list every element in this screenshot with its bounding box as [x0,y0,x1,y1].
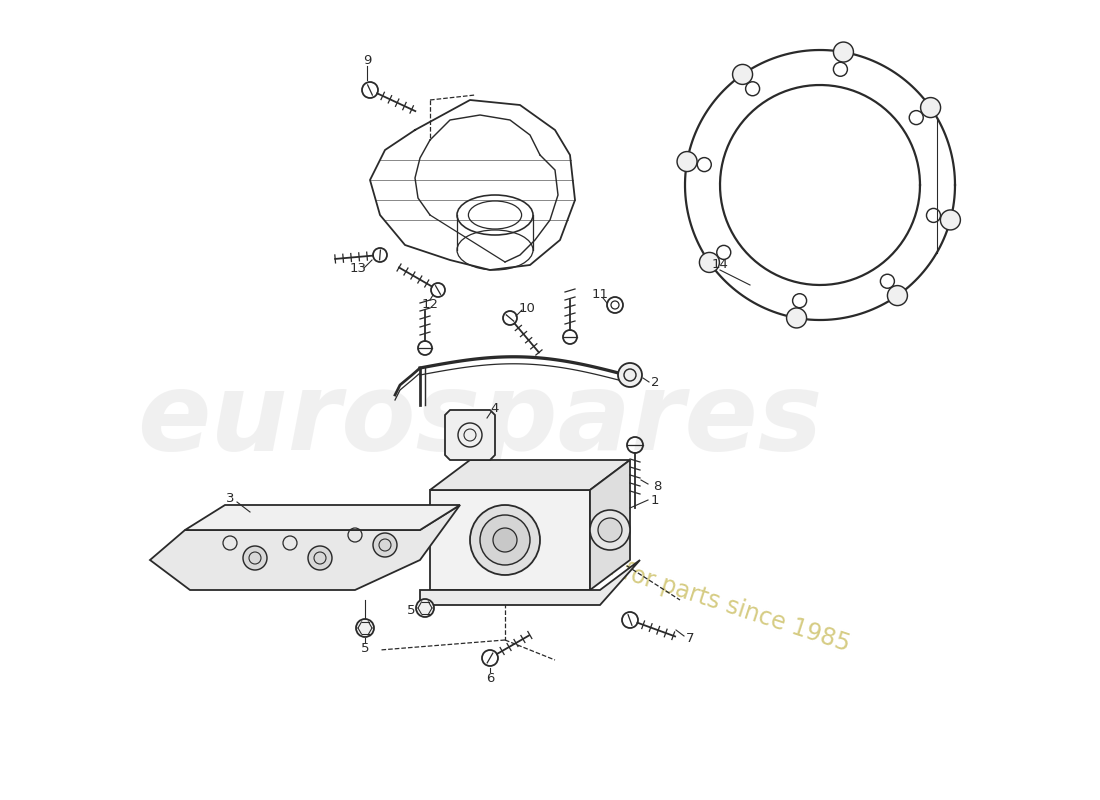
Circle shape [733,65,752,85]
Text: 7: 7 [685,631,694,645]
Text: 2: 2 [651,375,659,389]
Circle shape [678,151,697,171]
Circle shape [416,599,434,617]
Text: 4: 4 [491,402,499,414]
Circle shape [356,619,374,637]
Polygon shape [185,505,460,530]
Text: 13: 13 [350,262,366,274]
Text: 1: 1 [651,494,659,506]
Text: 12: 12 [421,298,439,311]
Text: 9: 9 [363,54,371,66]
Circle shape [308,546,332,570]
Text: 3: 3 [226,491,234,505]
Circle shape [470,505,540,575]
Text: 10: 10 [518,302,536,314]
Circle shape [590,510,630,550]
Text: 8: 8 [652,479,661,493]
Circle shape [618,363,642,387]
Circle shape [480,515,530,565]
Text: 5: 5 [407,603,416,617]
Circle shape [940,210,960,230]
Text: eurospares: eurospares [138,367,823,473]
Circle shape [921,98,940,118]
Polygon shape [420,560,640,605]
Circle shape [598,518,622,542]
Circle shape [243,546,267,570]
Circle shape [700,253,719,273]
Polygon shape [446,410,495,460]
Text: 6: 6 [486,671,494,685]
Circle shape [373,533,397,557]
Text: 14: 14 [712,258,728,271]
Polygon shape [150,505,460,590]
Circle shape [786,308,806,328]
Text: 5: 5 [361,642,370,654]
Polygon shape [430,460,630,490]
Circle shape [888,286,907,306]
Circle shape [834,42,854,62]
Text: a passion for parts since 1985: a passion for parts since 1985 [506,523,854,657]
Text: 11: 11 [592,289,608,302]
Circle shape [493,528,517,552]
Polygon shape [590,460,630,590]
Polygon shape [430,490,590,590]
